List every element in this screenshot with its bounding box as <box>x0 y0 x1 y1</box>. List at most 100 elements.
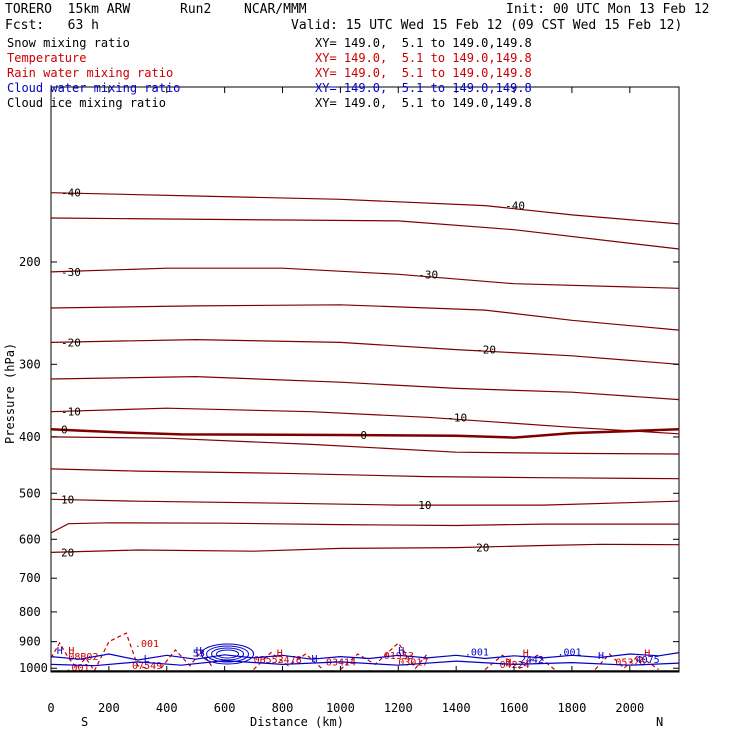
x-axis-title: Distance (km) <box>250 715 344 729</box>
x-tick-label: 1800 <box>557 701 586 715</box>
rain-label: .001 <box>135 639 159 650</box>
field-xy-cloud-ice: XY= 149.0, 5.1 to 149.0,149.8 <box>315 96 532 110</box>
cloud-water-oval <box>206 645 250 663</box>
rain-label: 07549 <box>132 661 162 672</box>
y-tick-label: 1000 <box>19 661 48 675</box>
isotherm-line <box>50 192 680 225</box>
cloud-water-label: 2442 <box>520 655 544 666</box>
cloud-water-oval <box>201 643 255 665</box>
isotherm-label: 10 <box>418 499 431 512</box>
model-title: TORERO 15km ARW <box>5 2 131 17</box>
cloud-water-oval <box>216 649 240 659</box>
isotherm-line <box>50 468 680 480</box>
extremum-marker: H <box>523 649 529 660</box>
temperature-isotherms: -40 -40 -30 -30 -20 -20 -10 -10 0 0 10 10 20 20 <box>50 187 680 559</box>
field-xy-snow: XY= 149.0, 5.1 to 149.0,149.8 <box>315 36 532 50</box>
isotherm-label: 0 <box>61 423 68 436</box>
rain-label: 0B552478 <box>254 655 302 666</box>
rain-label: 03414 <box>326 658 356 669</box>
y-tick-label: 400 <box>19 430 41 444</box>
extremum-marker: H <box>57 646 63 657</box>
isotherm-line <box>50 522 679 534</box>
extremum-marker: H <box>196 646 202 657</box>
isotherm-label: -40 <box>505 200 525 213</box>
rain-label: 01953 <box>384 651 414 662</box>
rain-label: .001 <box>65 663 89 674</box>
y-tick-label: 300 <box>19 357 41 371</box>
field-name-snow: Snow mixing ratio <box>7 36 130 50</box>
isotherm-label: 0 <box>360 429 367 442</box>
plot-frame <box>50 86 680 673</box>
rain-contours: .001 0B552478 03414 03017 04224 07549 08B02 053… <box>50 632 660 674</box>
field-name-cloud-ice: Cloud ice mixing ratio <box>7 96 166 110</box>
cloud-water-label: 53 <box>193 649 205 660</box>
y-axis-title: Pressure (hPa) <box>3 343 17 444</box>
rain-contour <box>253 651 324 670</box>
rain-contour <box>340 642 428 670</box>
y-tick-label: 600 <box>19 532 41 546</box>
y-tick-label: 700 <box>19 571 41 585</box>
rain-label: 05326 <box>615 658 645 669</box>
isotherm-label: 20 <box>476 542 489 555</box>
x-tick-label: 0 <box>47 701 54 715</box>
isotherm-line <box>50 304 680 331</box>
rain-contour <box>93 632 147 672</box>
isotherm-label: -20 <box>476 344 496 357</box>
y-tick-label: 900 <box>19 635 41 649</box>
isotherm-label: -10 <box>447 411 467 424</box>
x-tick-label: 1200 <box>384 701 413 715</box>
extremum-marker: H <box>598 651 604 662</box>
isotherm-label: 20 <box>61 546 74 559</box>
extremum-marker: H <box>398 646 404 657</box>
isotherm-line <box>50 338 680 365</box>
x-axis-left-end-label: S <box>81 715 88 729</box>
x-tick-label: 400 <box>156 701 178 715</box>
x-tick-label: 1600 <box>500 701 529 715</box>
field-name-cloud-water: Cloud water mixing ratio <box>7 81 181 95</box>
isotherm-line <box>50 436 680 455</box>
isotherm-line <box>50 375 680 401</box>
extremum-marker: H <box>505 658 511 669</box>
isotherm-label: -20 <box>61 336 81 349</box>
rain-label: 04224 <box>500 660 530 671</box>
rain-label: 03017 <box>398 658 428 669</box>
x-axis: 0 200 400 600 800 1000 1200 1400 1600 1800 2000 <box>47 87 644 715</box>
isotherm-line <box>50 217 680 250</box>
cloud-water-label: .001 <box>465 647 489 658</box>
isotherm-line <box>50 428 680 439</box>
forecast-hour: Fcst: 63 h <box>5 18 99 33</box>
isotherm-line <box>50 543 680 553</box>
init-time: Init: 00 UTC Mon 13 Feb 12 <box>506 2 710 17</box>
extremum-marker: H <box>277 649 283 660</box>
extremum-marker: H <box>311 654 317 665</box>
cloud-water-label: 4075 <box>636 655 660 666</box>
isotherm-line <box>50 498 680 506</box>
x-tick-label: 1400 <box>442 701 471 715</box>
x-tick-label: 200 <box>98 701 120 715</box>
field-name-temperature: Temperature <box>7 51 87 65</box>
extremum-marker: H <box>644 649 650 660</box>
rain-contour <box>50 641 95 672</box>
cloud-water-contour <box>50 652 680 661</box>
rain-contour <box>484 654 555 670</box>
rain-label: 08B02 <box>68 652 98 663</box>
field-name-rain: Rain water mixing ratio <box>7 66 174 80</box>
isotherm-label: -30 <box>61 266 81 279</box>
isotherm-label: -30 <box>418 268 438 281</box>
isotherm-label: 10 <box>61 493 74 506</box>
rain-contour <box>594 653 660 670</box>
x-tick-label: 1000 <box>326 701 355 715</box>
extremum-marker: L <box>144 654 150 665</box>
field-xy-cloud-water: XY= 149.0, 5.1 to 149.0,149.8 <box>315 81 532 95</box>
x-axis-right-end-label: N <box>656 715 663 729</box>
y-tick-label: 800 <box>19 605 41 619</box>
valid-time: Valid: 15 UTC Wed 15 Feb 12 (09 CST Wed … <box>291 18 683 33</box>
cloud-water-contour <box>50 659 680 667</box>
cloud-water-label: .001 <box>557 647 581 658</box>
isotherm-line <box>50 407 680 435</box>
isotherm-label: -10 <box>61 406 81 419</box>
extremum-marker: H <box>68 646 74 657</box>
